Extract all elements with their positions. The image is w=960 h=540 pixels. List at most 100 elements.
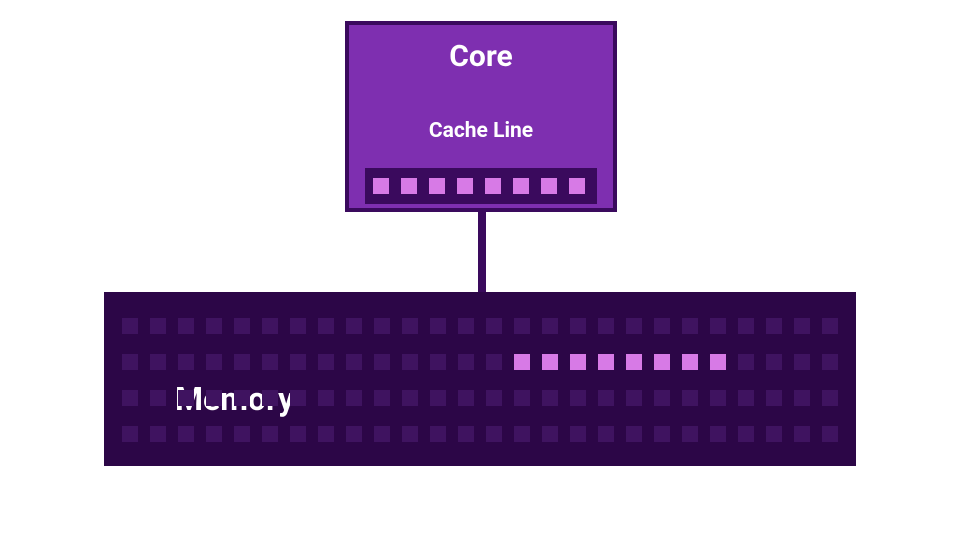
memory-cell [178, 318, 194, 334]
memory-cell [766, 426, 782, 442]
cache-cell [485, 178, 501, 194]
memory-cell [290, 426, 306, 442]
memory-cell [206, 426, 222, 442]
memory-cell [318, 390, 334, 406]
memory-cell [738, 354, 754, 370]
memory-cell [710, 318, 726, 334]
memory-cell [402, 390, 418, 406]
memory-cell [514, 426, 530, 442]
memory-cell [486, 390, 502, 406]
cache-line-slot [365, 168, 597, 204]
memory-cell [486, 354, 502, 370]
memory-cell [374, 390, 390, 406]
memory-cell [654, 318, 670, 334]
memory-cell [710, 354, 726, 370]
memory-cell [122, 354, 138, 370]
memory-cell [402, 318, 418, 334]
memory-cell [542, 426, 558, 442]
memory-cell [458, 426, 474, 442]
memory-cell [654, 390, 670, 406]
memory-cell [178, 390, 194, 406]
memory-cell [542, 390, 558, 406]
memory-cell [206, 390, 222, 406]
memory-cell [150, 354, 166, 370]
memory-cell [318, 426, 334, 442]
memory-cell [402, 354, 418, 370]
memory-cell [570, 354, 586, 370]
memory-cell [822, 426, 838, 442]
cache-cell [513, 178, 529, 194]
memory-cell [794, 354, 810, 370]
memory-cell [234, 318, 250, 334]
memory-cell [626, 354, 642, 370]
core-memory-connector [478, 212, 486, 292]
memory-cell [738, 426, 754, 442]
memory-cell [346, 318, 362, 334]
memory-cell [346, 426, 362, 442]
cache-cell [429, 178, 445, 194]
memory-cell [710, 426, 726, 442]
memory-cell [486, 318, 502, 334]
memory-cell [150, 390, 166, 406]
memory-cell [514, 354, 530, 370]
memory-cell [654, 354, 670, 370]
memory-cell [794, 426, 810, 442]
memory-cell [514, 390, 530, 406]
memory-cell [318, 354, 334, 370]
memory-cell [290, 354, 306, 370]
memory-cell [430, 426, 446, 442]
memory-cell [822, 354, 838, 370]
memory-cell [598, 390, 614, 406]
cache-cell [569, 178, 585, 194]
memory-cell [122, 426, 138, 442]
memory-cell [766, 318, 782, 334]
memory-cell [542, 318, 558, 334]
memory-cell [598, 354, 614, 370]
memory-cell [402, 426, 418, 442]
memory-cell [654, 426, 670, 442]
memory-cell [178, 354, 194, 370]
memory-cell [710, 390, 726, 406]
memory-cell [458, 354, 474, 370]
memory-cell [486, 426, 502, 442]
memory-cell [682, 390, 698, 406]
memory-cell [626, 426, 642, 442]
memory-cell [682, 426, 698, 442]
memory-cell [290, 390, 306, 406]
memory-cell [234, 390, 250, 406]
memory-cell [598, 426, 614, 442]
memory-cell [682, 318, 698, 334]
memory-cell [570, 426, 586, 442]
memory-cell [514, 318, 530, 334]
core-title: Core [349, 39, 613, 74]
memory-cell [794, 390, 810, 406]
memory-cell [122, 318, 138, 334]
cache-cell [541, 178, 557, 194]
memory-cell [374, 426, 390, 442]
memory-cell [262, 390, 278, 406]
memory-cell [262, 318, 278, 334]
memory-cell [206, 354, 222, 370]
memory-cell [318, 318, 334, 334]
memory-cell [346, 354, 362, 370]
memory-cell [458, 390, 474, 406]
memory-cell [430, 390, 446, 406]
memory-cell [738, 390, 754, 406]
memory-cell [262, 426, 278, 442]
memory-cell [626, 318, 642, 334]
memory-cell [542, 354, 558, 370]
memory-cell [290, 318, 306, 334]
memory-cell [374, 354, 390, 370]
memory-cell [234, 426, 250, 442]
memory-cell [766, 390, 782, 406]
memory-cell [626, 390, 642, 406]
memory-cell [766, 354, 782, 370]
cache-cell [457, 178, 473, 194]
memory-cell [822, 318, 838, 334]
memory-cell [570, 390, 586, 406]
memory-cell [794, 318, 810, 334]
memory-cell [262, 354, 278, 370]
memory-cell [206, 318, 222, 334]
memory-cell [346, 390, 362, 406]
cache-line-label: Cache Line [349, 119, 613, 143]
